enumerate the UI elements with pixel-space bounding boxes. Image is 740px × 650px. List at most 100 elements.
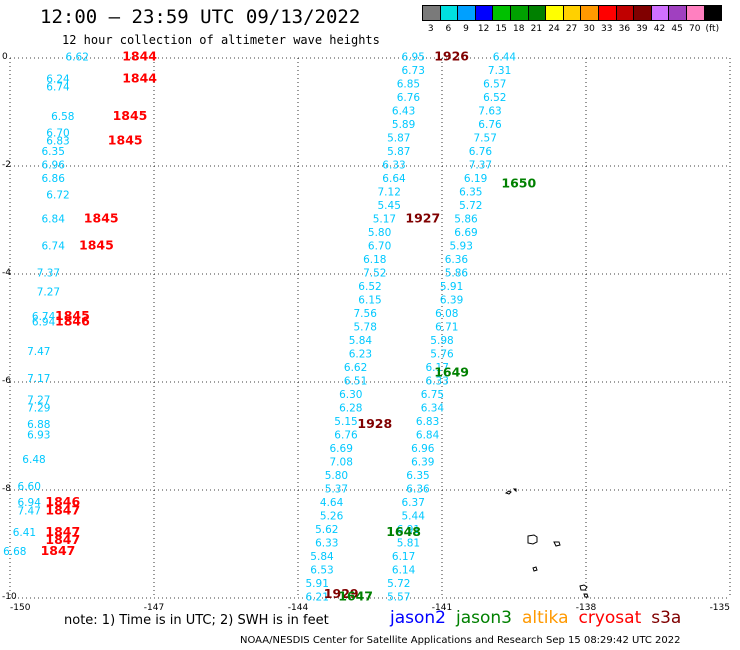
altimeter-map: 0 -2 -4 -6 -8 -10-150 -147 -144 -141 -138 -135 6.6… — [2, 49, 731, 610]
wave-height-label: 5.72 — [387, 578, 410, 590]
wave-height-label: 6.83 — [46, 135, 69, 147]
wave-height-label: 7.47 — [27, 346, 50, 358]
pass-time-label: 1648 — [386, 524, 421, 539]
wave-height-label: 7.63 — [478, 106, 501, 118]
wave-height-label: 6.60 — [18, 481, 41, 493]
wave-height-label: 5.87 — [387, 146, 410, 158]
wave-height-label: 6.74 — [46, 81, 70, 93]
wave-height-label: 6.62 — [344, 362, 367, 374]
pass-time-label: 1845 — [108, 132, 143, 147]
pass-time-label: 1929 — [324, 586, 359, 601]
wave-height-label: 5.76 — [430, 349, 454, 361]
footer-credit: NOAA/NESDIS Center for Satellite Applica… — [240, 635, 681, 646]
wave-height-label: 7.12 — [378, 187, 401, 199]
pass-time-label: 1649 — [434, 365, 469, 380]
wave-height-label: 6.70 — [368, 241, 391, 253]
wave-height-label: 6.51 — [344, 376, 367, 388]
wave-height-label: 5.26 — [320, 511, 344, 523]
y-tick-label: -4 — [2, 268, 11, 278]
pass-time-label: 1928 — [357, 416, 392, 431]
wave-height-label: 6.76 — [334, 430, 358, 442]
wave-height-label: 5.78 — [354, 322, 377, 334]
pass-time-label: 1847 — [45, 502, 80, 517]
pass-time-label: 1650 — [501, 176, 536, 191]
island — [504, 488, 517, 495]
wave-height-label: 5.37 — [325, 484, 348, 496]
wave-height-label: 6.75 — [421, 389, 444, 401]
wave-height-points: 6.626.246.746.586.706.836.356.966.866.72… — [3, 52, 516, 604]
x-tick-label: -150 — [10, 603, 31, 610]
swatch-label: 33 — [601, 24, 613, 34]
wave-height-label: 6.72 — [46, 189, 69, 201]
wave-height-label: 7.37 — [37, 268, 60, 280]
wave-height-label: 6.83 — [416, 416, 439, 428]
wave-height-label: 5.87 — [387, 133, 410, 145]
wave-height-label: 7.27 — [37, 287, 60, 299]
wave-height-label: 6.74 — [42, 241, 66, 253]
island — [532, 566, 538, 572]
island — [579, 584, 589, 598]
map-title: 12:00 – 23:59 UTC 09/13/2022 — [40, 6, 361, 28]
island — [553, 541, 561, 547]
swatch-label: 15 — [495, 24, 507, 34]
pass-time-label: 1846 — [45, 494, 80, 509]
swatch-label: 24 — [548, 24, 560, 34]
wave-height-label: 6.69 — [454, 227, 477, 239]
swatch-label: 9 — [463, 24, 469, 34]
wave-height-label: 6.44 — [493, 52, 517, 64]
swatch-label: 30 — [583, 24, 595, 34]
pass-time-label: 1847 — [45, 524, 80, 539]
legend-jason3: jason3 — [456, 608, 512, 628]
y-tick-label: 0 — [2, 52, 8, 62]
wave-height-label: 6.53 — [310, 565, 333, 577]
wave-height-label: 6.94 — [32, 316, 56, 328]
wave-height-label: 7.29 — [27, 403, 50, 415]
wave-height-label: 6.73 — [402, 65, 425, 77]
wave-height-label: 5.72 — [459, 200, 482, 212]
axis-labels: 0 -2 -4 -6 -8 -10-150 -147 -144 -141 -138 -135 — [2, 52, 730, 610]
wave-height-label: 7.52 — [363, 268, 386, 280]
wave-height-label: 6.64 — [382, 173, 406, 185]
swatch-label: 36 — [618, 24, 631, 34]
wave-height-label: 6.18 — [363, 254, 386, 266]
wave-height-label: 7.37 — [469, 160, 492, 172]
wave-height-label: 6.17 — [426, 362, 449, 374]
wave-height-label: 6.84 — [42, 214, 66, 226]
pass-time-label: 1927 — [405, 211, 440, 226]
wave-height-label: 6.58 — [51, 111, 74, 123]
wave-height-label: 6.35 — [42, 146, 65, 158]
wave-height-label: 6.68 — [3, 546, 26, 558]
satellite-legend: jason2 jason3 altika cryosat s3a — [390, 608, 691, 628]
wave-height-label: 7.57 — [474, 133, 497, 145]
color-scale-swatch: 39 — [633, 5, 652, 34]
wave-height-label: 7.17 — [27, 373, 50, 385]
wave-height-label: 6.36 — [406, 484, 430, 496]
wave-height-label: 6.84 — [416, 430, 440, 442]
wave-height-label: 6.21 — [306, 592, 329, 604]
swatch-label: 21 — [530, 24, 543, 34]
pass-time-label: 1847 — [45, 532, 80, 547]
swatch-label: 27 — [565, 24, 578, 34]
wave-height-label: 6.35 — [459, 187, 482, 199]
wave-height-label: 5.80 — [368, 227, 391, 239]
legend-cryosat: cryosat — [578, 608, 642, 628]
wave-height-label: 6.37 — [402, 497, 425, 509]
wave-height-label: 5.84 — [349, 335, 373, 347]
wave-height-label: 5.44 — [402, 511, 426, 523]
wave-height-label: 6.85 — [397, 79, 420, 91]
legend-s3a: s3a — [651, 608, 682, 628]
wave-height-label: 6.28 — [339, 403, 362, 415]
legend-jason2: jason2 — [390, 608, 446, 628]
swatch-label: 70 — [688, 24, 701, 34]
color-scale-swatch: 24 — [545, 5, 564, 34]
pass-time-labels: 1844184418451845184518451845184618461847… — [41, 49, 537, 604]
wave-height-label: 6.86 — [42, 173, 66, 185]
wave-height-label: 6.08 — [435, 308, 458, 320]
island-outlines — [504, 488, 589, 598]
wave-height-label: 6.17 — [392, 551, 415, 563]
wave-height-label: 5.80 — [325, 470, 348, 482]
y-tick-label: -10 — [2, 592, 17, 602]
swatch-label: (ft) — [705, 24, 720, 34]
pass-time-label: 1847 — [41, 543, 76, 558]
wave-height-label: 6.52 — [483, 92, 506, 104]
